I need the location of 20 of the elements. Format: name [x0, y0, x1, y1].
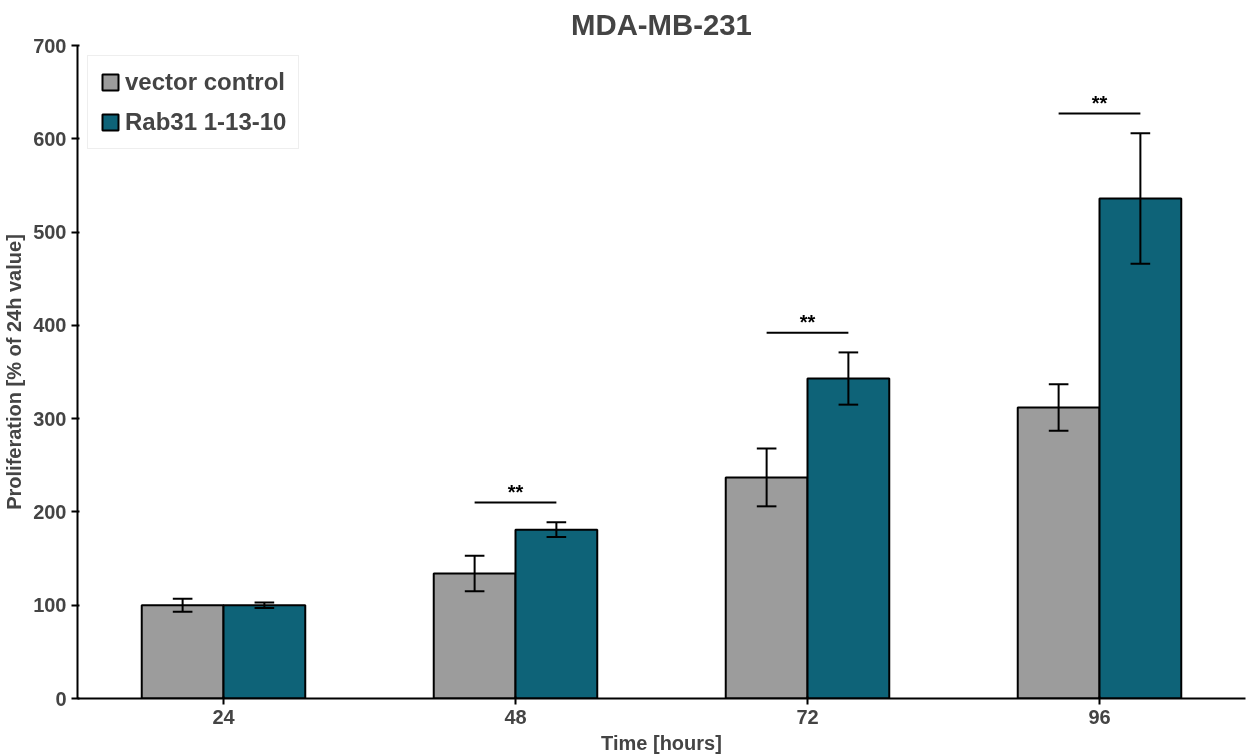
y-tick-label: 300	[33, 407, 67, 430]
y-tick-label: 200	[33, 500, 67, 523]
y-tick-label: 100	[33, 594, 67, 617]
x-tick-label: 24	[212, 705, 236, 728]
annotation: **	[799, 310, 816, 333]
legend-label: Rab31 1-13-10	[125, 108, 287, 136]
y-tick-label: 600	[33, 127, 67, 150]
legend-label: vector control	[125, 68, 286, 96]
annotation: **	[507, 480, 524, 503]
y-tick-label: 700	[33, 34, 67, 57]
x-axis-title: Time [hours]	[601, 731, 722, 754]
annotation: **	[1091, 91, 1108, 114]
y-tick-label: 0	[55, 687, 67, 710]
y-tick-label: 500	[33, 221, 67, 244]
x-tick-label: 96	[1088, 705, 1111, 728]
y-tick-label: 400	[33, 314, 67, 337]
x-tick-label: 72	[796, 705, 819, 728]
y-axis-title: Proliferation [% of 24h value]	[3, 234, 26, 510]
x-tick-label: 48	[504, 705, 527, 728]
chart-title: MDA-MB-231	[571, 7, 752, 41]
